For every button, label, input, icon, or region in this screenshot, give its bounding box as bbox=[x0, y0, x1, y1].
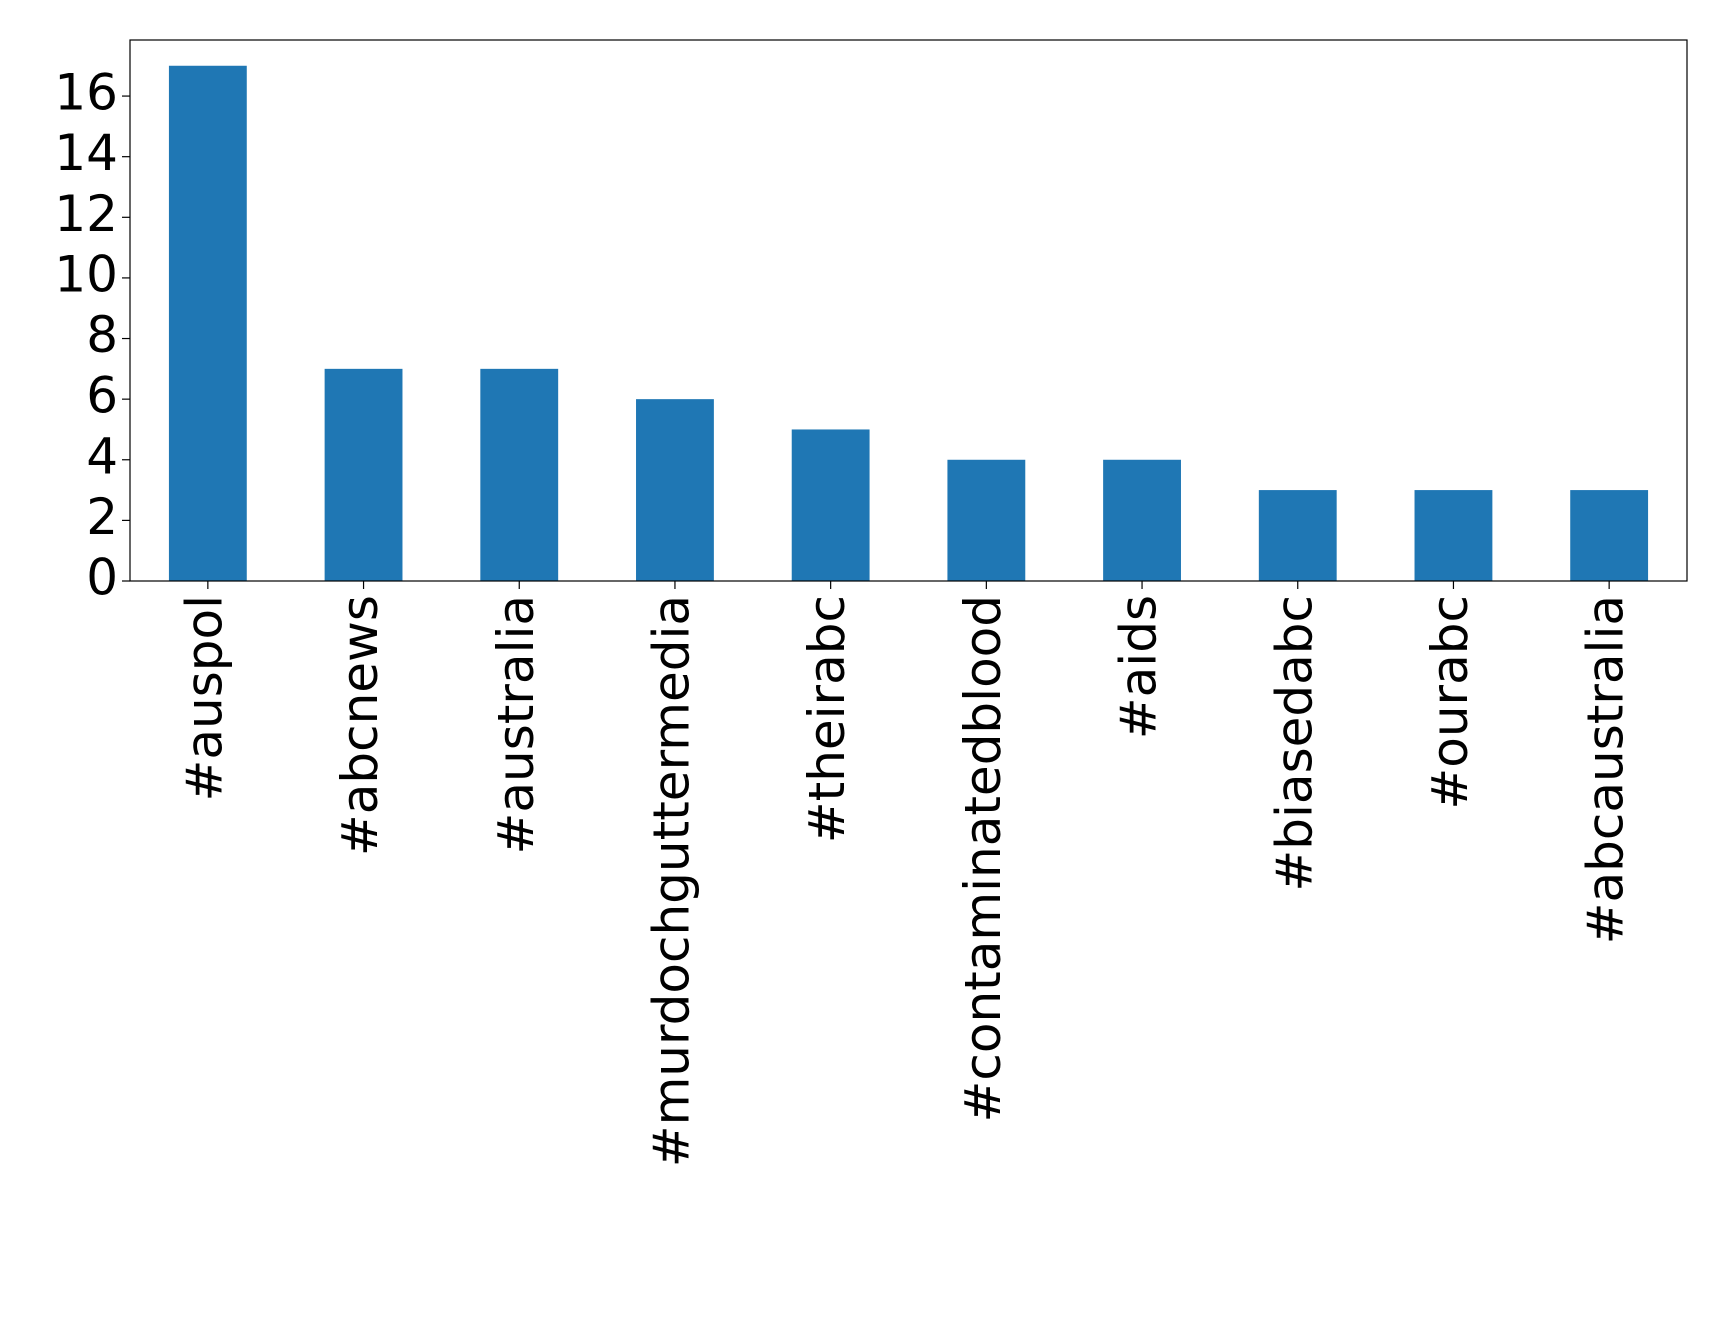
x-tick-label: #australia bbox=[487, 595, 545, 855]
bar bbox=[168, 65, 247, 581]
bar bbox=[1258, 490, 1337, 581]
bar bbox=[636, 399, 714, 581]
bar bbox=[947, 459, 1026, 581]
bar bbox=[1103, 459, 1181, 581]
y-tick-label: 0 bbox=[86, 549, 118, 607]
y-tick-label: 10 bbox=[54, 245, 118, 303]
y-tick-label: 12 bbox=[54, 185, 118, 243]
x-tick-label: #aids bbox=[1110, 595, 1168, 739]
x-tick-label: #contaminatedblood bbox=[954, 595, 1012, 1123]
x-tick-label: #ourabc bbox=[1421, 595, 1479, 810]
bar bbox=[1570, 490, 1649, 581]
x-tick-label: #abcaustralia bbox=[1577, 595, 1635, 944]
bar bbox=[480, 368, 559, 581]
y-tick-label: 6 bbox=[86, 367, 118, 425]
x-tick-label: #biasedabc bbox=[1265, 595, 1323, 892]
bar bbox=[791, 429, 870, 581]
bar bbox=[1414, 490, 1493, 581]
plot-frame bbox=[129, 39, 1688, 582]
y-tick-label: 8 bbox=[86, 306, 118, 364]
x-tick-label: #abcnews bbox=[331, 595, 389, 856]
x-tick-label: #murdochguttermedia bbox=[642, 595, 700, 1167]
y-tick-label: 2 bbox=[86, 488, 118, 546]
bar bbox=[324, 368, 403, 581]
x-tick-label: #theirabc bbox=[798, 595, 856, 843]
y-tick-label: 16 bbox=[54, 64, 118, 122]
x-tick-label: #auspol bbox=[175, 595, 233, 802]
y-tick-label: 4 bbox=[86, 427, 118, 485]
y-tick-label: 14 bbox=[54, 124, 118, 182]
